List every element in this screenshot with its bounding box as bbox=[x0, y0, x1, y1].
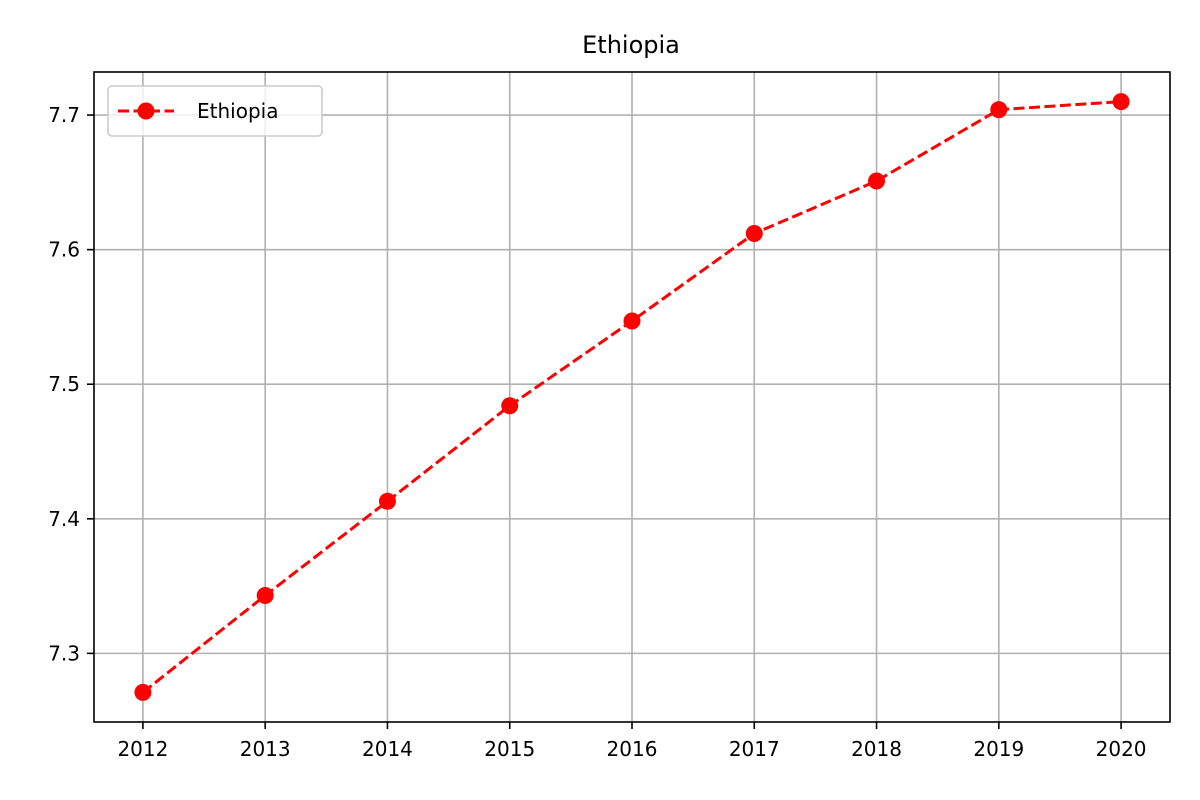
y-axis: 7.3 7.4 7.5 7.6 7.7 bbox=[48, 103, 94, 665]
data-point bbox=[868, 172, 886, 190]
data-point bbox=[990, 101, 1008, 119]
data-point bbox=[134, 683, 152, 701]
grid-lines bbox=[94, 72, 1170, 722]
x-axis: 2012 2013 2014 2015 2016 2017 2018 2019 2020 bbox=[117, 722, 1147, 761]
data-point bbox=[1112, 93, 1130, 111]
legend-marker-sample bbox=[137, 102, 155, 120]
x-tick-label: 2019 bbox=[973, 737, 1024, 761]
y-tick-label: 7.6 bbox=[48, 238, 80, 262]
data-point bbox=[745, 224, 763, 242]
x-tick-label: 2017 bbox=[729, 737, 780, 761]
y-tick-label: 7.4 bbox=[48, 507, 80, 531]
y-tick-label: 7.3 bbox=[48, 641, 80, 665]
x-tick-label: 2020 bbox=[1096, 737, 1147, 761]
data-point bbox=[501, 397, 519, 415]
data-point bbox=[378, 492, 396, 510]
x-tick-label: 2013 bbox=[240, 737, 291, 761]
x-tick-label: 2018 bbox=[851, 737, 902, 761]
legend: Ethiopia bbox=[107, 85, 323, 137]
series-layer bbox=[134, 93, 1130, 701]
x-tick-label: 2012 bbox=[117, 737, 168, 761]
chart-title: Ethiopia bbox=[582, 31, 680, 59]
legend-box bbox=[107, 85, 323, 137]
x-tick-label: 2015 bbox=[484, 737, 535, 761]
x-tick-label: 2014 bbox=[362, 737, 413, 761]
y-tick-label: 7.7 bbox=[48, 103, 80, 127]
data-point bbox=[256, 586, 274, 604]
y-tick-label: 7.5 bbox=[48, 372, 80, 396]
x-tick-label: 2016 bbox=[607, 737, 658, 761]
data-point bbox=[623, 312, 641, 330]
legend-label: Ethiopia bbox=[197, 99, 278, 123]
